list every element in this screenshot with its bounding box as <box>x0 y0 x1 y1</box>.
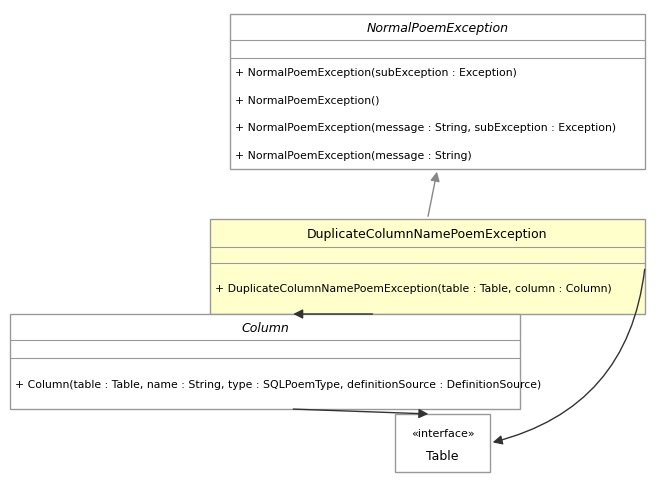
Text: + NormalPoemException(): + NormalPoemException() <box>235 95 379 106</box>
Text: + NormalPoemException(subException : Exception): + NormalPoemException(subException : Exc… <box>235 68 517 78</box>
Text: + NormalPoemException(message : String): + NormalPoemException(message : String) <box>235 151 472 161</box>
Bar <box>395 414 490 472</box>
Text: + NormalPoemException(message : String, subException : Exception): + NormalPoemException(message : String, … <box>235 123 616 133</box>
Bar <box>10 314 520 409</box>
Text: + DuplicateColumnNamePoemException(table : Table, column : Column): + DuplicateColumnNamePoemException(table… <box>215 284 611 294</box>
Text: «interface»: «interface» <box>411 428 474 438</box>
Text: Column: Column <box>241 321 289 334</box>
Bar <box>210 220 645 314</box>
Text: + Column(table : Table, name : String, type : SQLPoemType, definitionSource : De: + Column(table : Table, name : String, t… <box>15 378 541 389</box>
Text: NormalPoemException: NormalPoemException <box>367 21 508 34</box>
Text: DuplicateColumnNamePoemException: DuplicateColumnNamePoemException <box>307 227 548 240</box>
Text: Table: Table <box>426 449 459 462</box>
Bar <box>230 15 645 170</box>
